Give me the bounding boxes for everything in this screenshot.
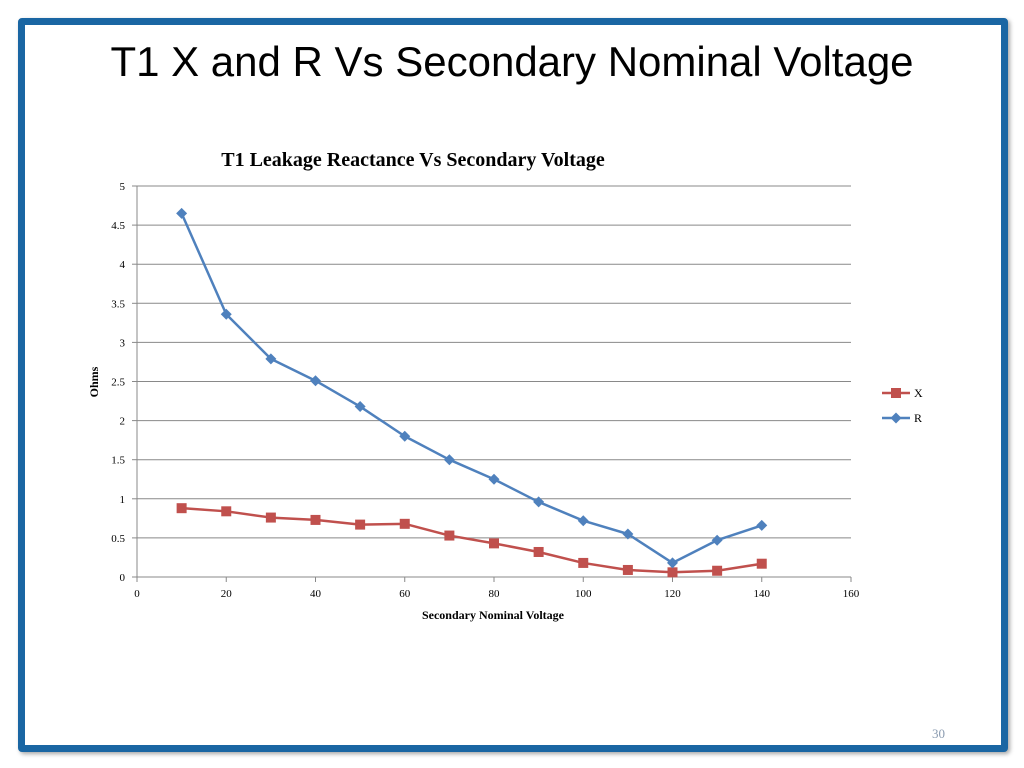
- y-tick-label: 0.5: [111, 533, 125, 545]
- y-tick-label: 3.5: [111, 298, 125, 310]
- x-tick-label: 80: [489, 588, 501, 600]
- y-tick-label: 2: [120, 416, 126, 428]
- data-point-x: [444, 530, 455, 541]
- y-tick-label: 5: [120, 181, 126, 193]
- legend-item-r: R: [882, 411, 922, 425]
- data-point-x: [622, 564, 633, 575]
- data-point-x: [221, 506, 232, 517]
- x-tick-label: 160: [843, 588, 860, 600]
- data-point-x: [756, 558, 767, 569]
- axes: 0 0.5 1 1.5 2 2.5 3 3.5 4 4.5 5 0 20 40 60 80 100 120 140 1…: [111, 181, 860, 600]
- legend: XR: [882, 386, 923, 425]
- slide-number: 30: [932, 726, 945, 741]
- data-point-r: [443, 454, 455, 466]
- series-line-r: [180, 212, 763, 565]
- chart-title: T1 Leakage Reactance Vs Secondary Voltag…: [221, 149, 605, 171]
- data-point-r: [265, 353, 277, 365]
- gridlines: [137, 185, 851, 539]
- x-tick-label: 60: [399, 588, 411, 600]
- legend-marker-x: [891, 388, 901, 398]
- data-point-r: [622, 528, 634, 540]
- y-tick-label: 1: [120, 494, 126, 506]
- data-point-r: [354, 401, 366, 413]
- data-point-r: [711, 534, 723, 546]
- series: [176, 207, 768, 578]
- data-point-x: [310, 514, 321, 525]
- legend-marker-r: [890, 412, 902, 424]
- data-point-r: [310, 375, 321, 387]
- x-tick-label: 0: [134, 588, 140, 600]
- x-tick-label: 120: [664, 588, 681, 600]
- data-point-r: [756, 519, 768, 531]
- data-point-x: [667, 567, 678, 578]
- legend-label-r: R: [914, 411, 922, 425]
- y-tick-label: 4.5: [111, 220, 125, 232]
- legend-item-x: X: [882, 386, 923, 400]
- data-point-x: [712, 565, 723, 576]
- series-line-x: [181, 506, 762, 574]
- legend-label-x: X: [914, 386, 923, 400]
- series-r: [176, 207, 768, 569]
- slide-title: T1 X and R Vs Secondary Nominal Voltage: [110, 38, 914, 85]
- data-point-r: [220, 308, 232, 320]
- x-tick-label: 100: [575, 588, 592, 600]
- x-tick-label: 140: [754, 588, 771, 600]
- slide-frame: [18, 18, 1008, 752]
- data-point-r: [577, 515, 589, 527]
- data-point-r: [399, 430, 411, 442]
- data-point-r: [667, 557, 678, 569]
- data-point-x: [578, 557, 589, 568]
- y-tick-label: 0: [120, 572, 126, 584]
- data-point-x: [355, 519, 366, 530]
- y-tick-label: 2.5: [111, 377, 125, 389]
- data-point-x: [176, 503, 187, 514]
- data-point-x: [265, 512, 276, 523]
- y-tick-label: 1.5: [111, 455, 125, 467]
- y-tick-label: 4: [120, 259, 126, 271]
- data-point-x: [489, 538, 499, 549]
- data-point-r: [488, 473, 500, 485]
- data-point-x: [399, 518, 410, 529]
- data-point-r: [533, 496, 545, 508]
- data-point-r: [176, 207, 188, 219]
- y-axis-label: Ohms: [87, 366, 101, 397]
- x-tick-label: 20: [221, 588, 233, 600]
- data-point-x: [533, 546, 544, 557]
- x-axis-label: Secondary Nominal Voltage: [422, 608, 565, 622]
- y-tick-label: 3: [120, 337, 126, 349]
- series-x: [176, 503, 767, 578]
- x-tick-label: 40: [310, 588, 322, 600]
